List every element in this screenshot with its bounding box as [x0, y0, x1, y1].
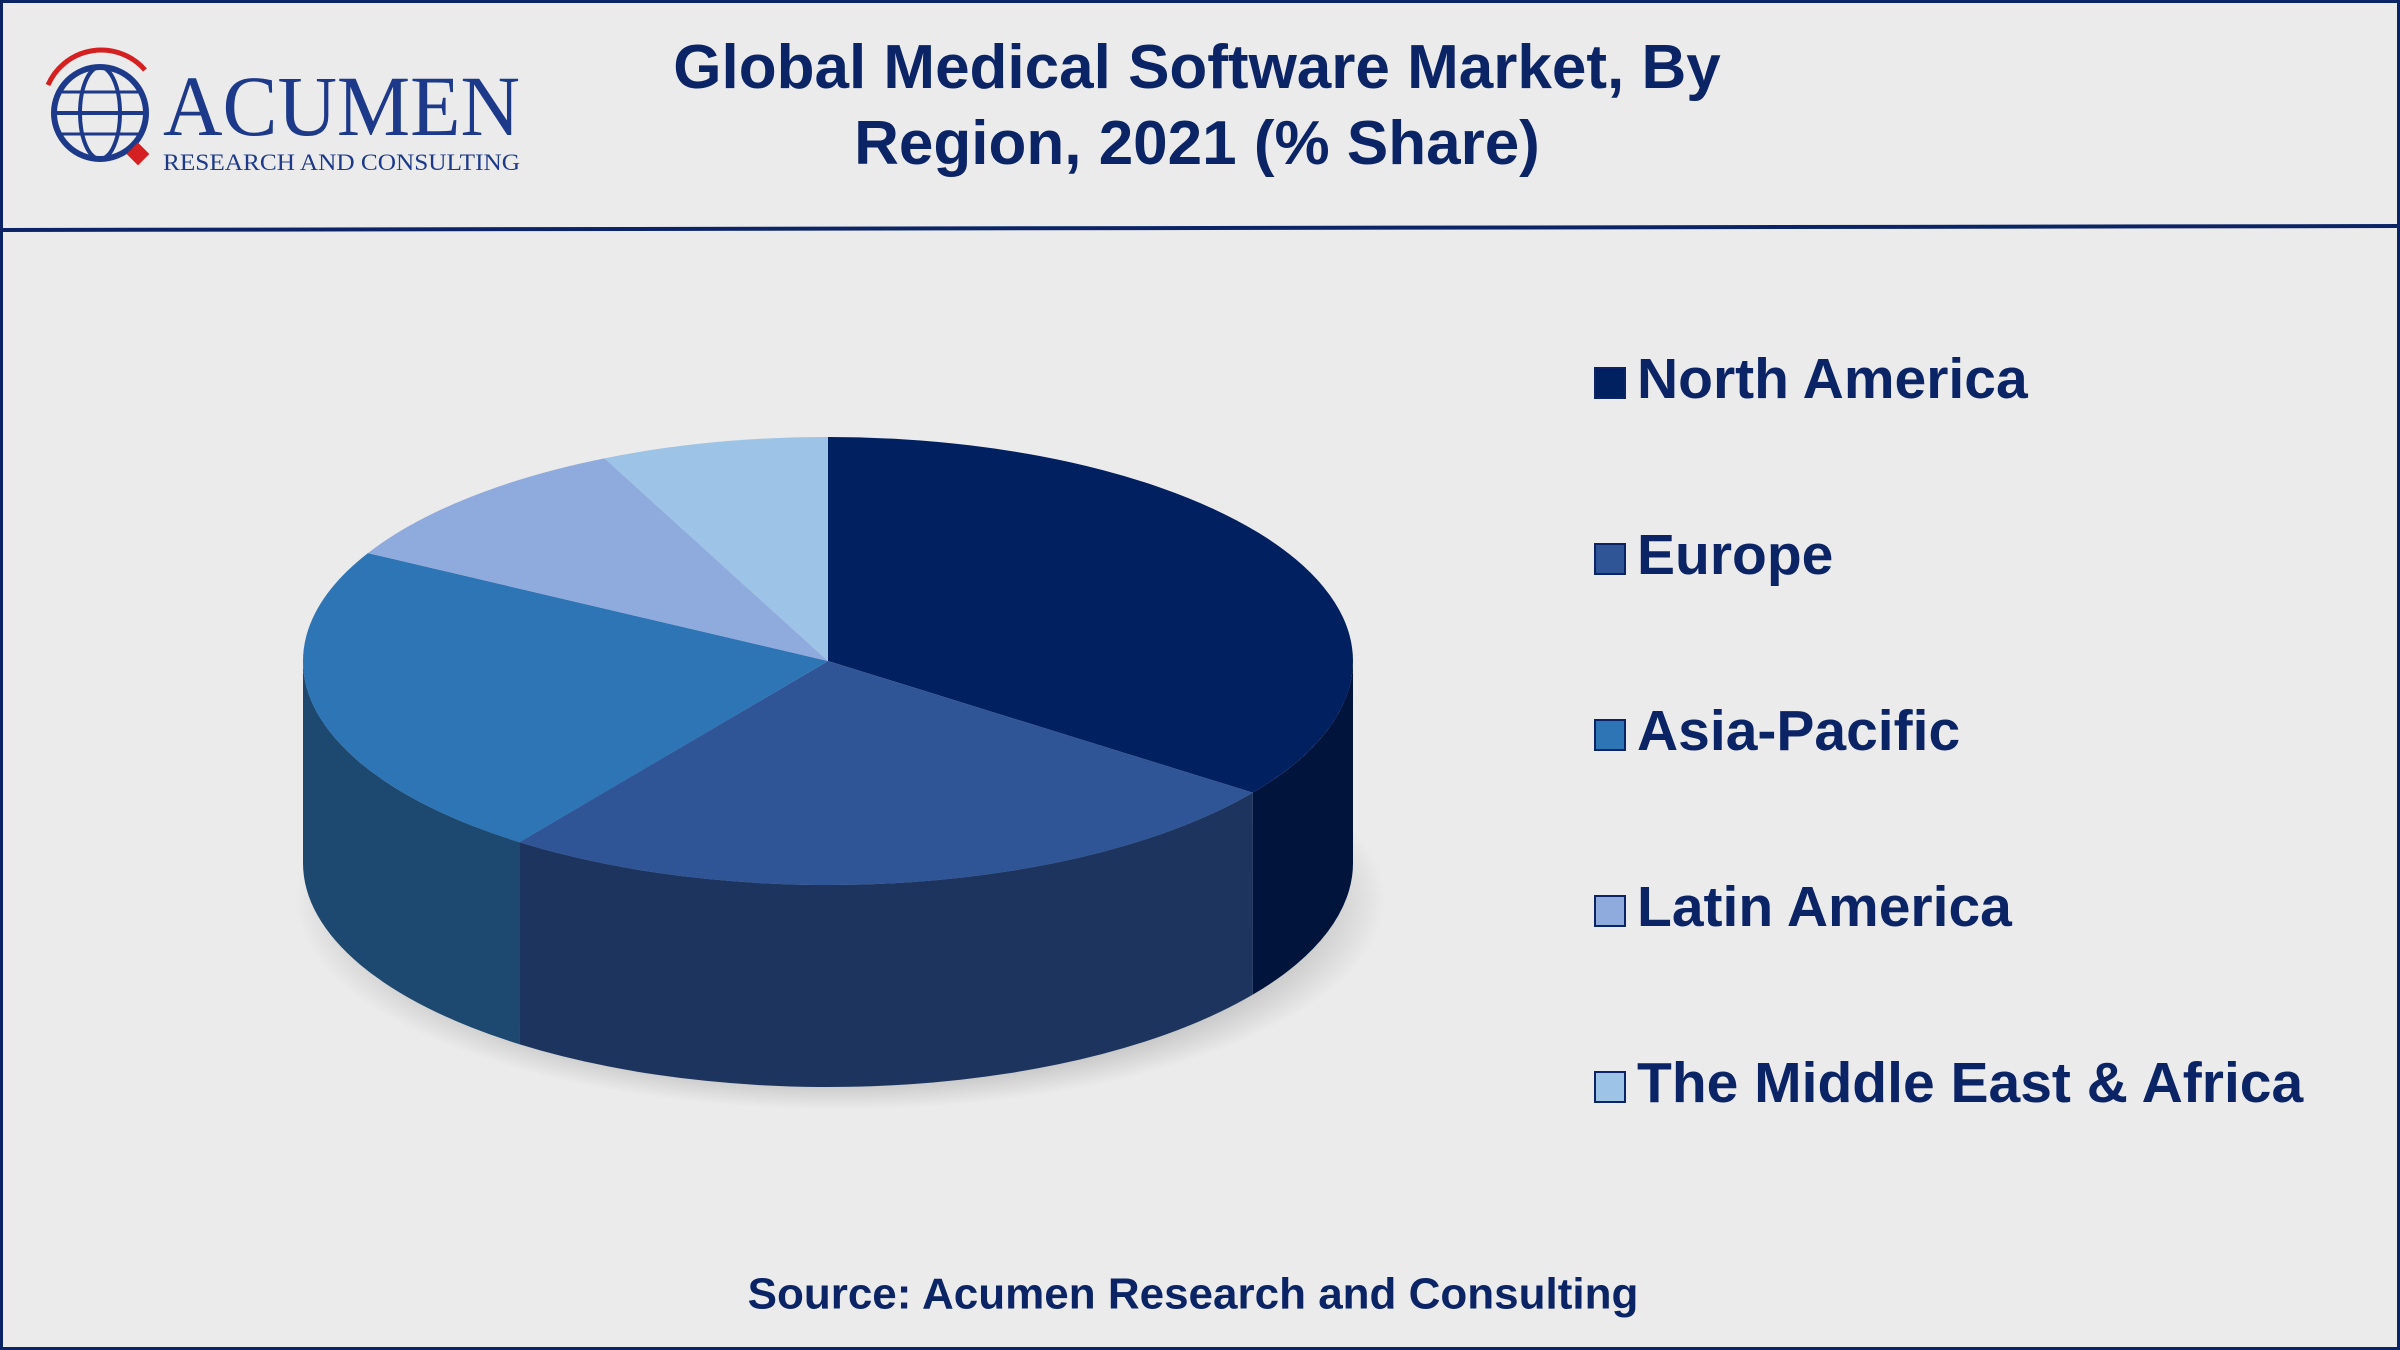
slice	[604, 437, 828, 661]
slice	[303, 553, 828, 843]
slice-side	[519, 792, 1253, 1088]
slice-side	[303, 661, 520, 1045]
slice-side	[1252, 661, 1353, 995]
legend-swatch	[1594, 1071, 1626, 1103]
legend-label: Latin America	[1637, 875, 2013, 939]
chart-title: Global Medical Software Market, By Regio…	[673, 33, 1721, 178]
slice	[367, 458, 828, 661]
legend-swatch	[1594, 719, 1626, 751]
legend: North America Europe Asia-Pacific Latin Ame…	[1594, 347, 2304, 1115]
legend-swatch	[1594, 543, 1626, 575]
legend-label: North America	[1637, 347, 2029, 411]
pie	[303, 437, 1353, 1088]
logo-tagline: RESEARCH AND CONSULTING	[163, 150, 520, 175]
legend-label: Europe	[1637, 523, 1833, 587]
legend-label: The Middle East & Africa	[1637, 1051, 2304, 1115]
slice	[828, 437, 1353, 793]
legend-label: Asia-Pacific	[1637, 699, 1960, 763]
legend-swatch	[1594, 895, 1626, 927]
logo-arc	[45, 47, 147, 87]
slice	[519, 661, 1253, 885]
logo-name: ACUMEN	[163, 58, 520, 154]
source: Source: Acumen Research and Consulting	[748, 1270, 1639, 1319]
header-rule	[0, 224, 2400, 232]
logo: ACUMEN RESEARCH AND CONSULTING	[45, 47, 520, 175]
legend-swatch	[1594, 367, 1626, 399]
